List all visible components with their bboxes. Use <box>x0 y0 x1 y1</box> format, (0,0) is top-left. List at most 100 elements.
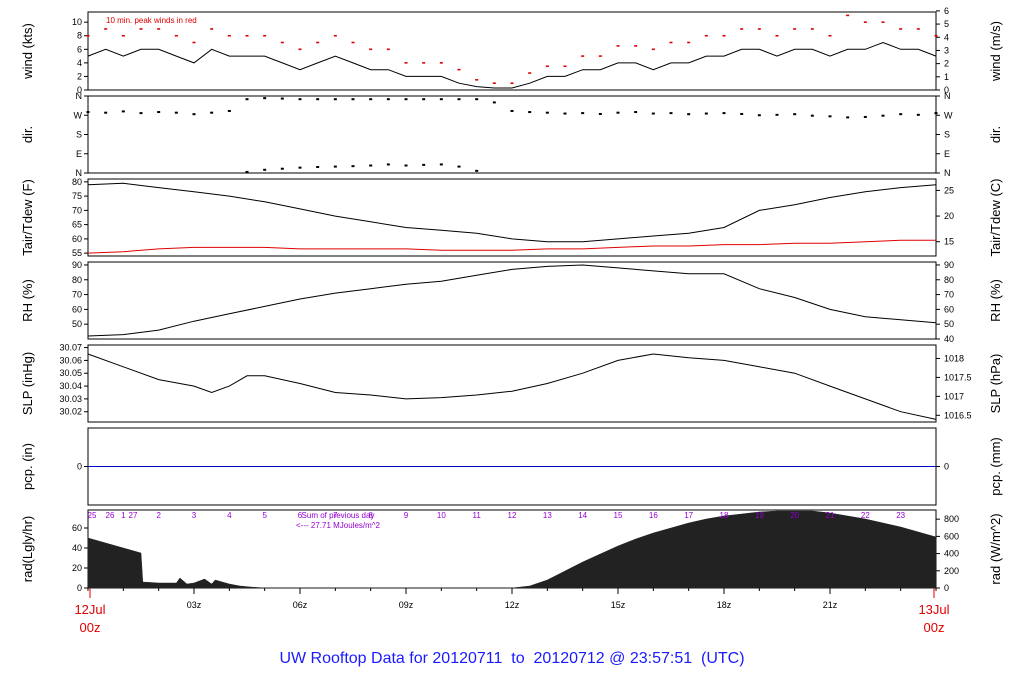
wind-dir-point-west <box>881 114 885 117</box>
wind-peak-point <box>934 34 938 37</box>
slp-hpa-tick-label: 1018 <box>944 353 964 363</box>
wind-ms-tick-label: 4 <box>944 32 949 42</box>
radiation-hour-label: 19 <box>755 511 764 520</box>
wind-dir-point-west <box>333 98 337 101</box>
dir-left-tick-label: N <box>76 91 83 101</box>
wind-dir-point-west <box>157 111 161 114</box>
wind-dir-point-west <box>775 113 779 116</box>
radiation-sum-label: Sum of previous day <box>302 511 375 520</box>
wind-dir-point-east <box>457 165 461 168</box>
radiation-hour-label: 6 <box>298 511 303 520</box>
wind-dir-point-west <box>563 112 567 115</box>
panel-frame-wind <box>87 11 937 91</box>
wind-peak-point <box>651 48 655 51</box>
radiation-hour-label: 2 <box>156 511 161 520</box>
wind-dir-point-east <box>316 166 320 169</box>
x-axis-end-time: 00z <box>924 620 945 635</box>
footer-to-word: to <box>511 650 525 667</box>
wind-peak-point <box>174 34 178 37</box>
dir-right-tick-label: S <box>944 130 950 140</box>
wind-peak-point <box>916 28 920 30</box>
wind-dir-point-west <box>121 110 125 113</box>
wind-peak-point <box>422 62 426 64</box>
pcp-mm-axis-title: pcp. (mm) <box>988 437 1003 496</box>
wind-dir-point-west <box>634 111 638 114</box>
wind-dir-point-west <box>280 97 284 100</box>
wind-peak-point <box>846 14 850 17</box>
wind-peak-point <box>263 34 267 37</box>
rh-left-tick-label: 60 <box>72 304 82 314</box>
x-axis-tick-label: 21z <box>823 600 838 610</box>
wind-peak-point <box>139 28 143 30</box>
rh-right-tick-label: 50 <box>944 319 954 329</box>
wind-dir-point-west <box>598 112 602 115</box>
dir-left-tick-label: N <box>76 168 83 178</box>
pcp-mm-tick-label: 0 <box>944 462 949 472</box>
x-axis-tick-label: 06z <box>293 600 308 610</box>
wind-dir-point-west <box>263 97 267 100</box>
radiation-hour-label: 23 <box>896 511 905 520</box>
wind-dir-point-west <box>757 114 761 117</box>
wind-peak-point <box>298 48 302 51</box>
panel-frame-direction <box>87 95 937 174</box>
radiation-hour-label: 27 <box>129 511 138 520</box>
wind-peak-point <box>581 55 585 57</box>
dir-right-tick-label: N <box>944 168 951 178</box>
wind-ms-axis-title: wind (m/s) <box>988 21 1003 82</box>
pcp-in-tick-label: 0 <box>77 462 82 472</box>
dir-right-tick-label: W <box>944 110 953 120</box>
dir-axis-title-right: dir. <box>988 126 1003 143</box>
pressure-line <box>87 353 937 420</box>
radiation-hour-label: 18 <box>720 511 729 520</box>
wind-speed-line <box>87 41 937 89</box>
slp-inhg-tick-label: 30.06 <box>59 355 82 365</box>
wind-dir-point-west <box>687 113 691 116</box>
wind-dir-point-west <box>828 115 832 118</box>
x-axis-end-date: 13Jul <box>918 602 949 617</box>
wind-peak-point <box>210 28 214 30</box>
rad-lgly-axis-title: rad(Lgly/hr) <box>20 516 35 582</box>
slp-hpa-axis-title: SLP (hPa) <box>988 354 1003 414</box>
wind-dir-point-west <box>316 98 320 101</box>
wind-kts-tick-label: 0 <box>77 85 82 95</box>
wind-peak-point <box>104 28 108 30</box>
x-axis-tick-label: 12z <box>505 600 520 610</box>
wind-peak-point <box>245 34 249 37</box>
x-axis-start-time: 00z <box>80 620 101 635</box>
wind-kts-tick-label: 8 <box>77 31 82 41</box>
rad-lgly-tick-label: 40 <box>72 543 82 553</box>
wind-dir-point-east <box>386 163 390 166</box>
temp-f-tick-label: 70 <box>72 205 82 215</box>
wind-peak-point <box>616 45 620 47</box>
rh-left-tick-label: 50 <box>72 319 82 329</box>
rh-axis-title-left: RH (%) <box>20 279 35 322</box>
radiation-hour-label: 10 <box>437 511 446 520</box>
wind-peak-point <box>899 28 903 30</box>
wind-dir-point-east <box>475 169 479 172</box>
wind-peak-point <box>563 65 567 68</box>
rh-right-tick-label: 60 <box>944 304 954 314</box>
wind-peak-point <box>775 34 779 37</box>
radiation-hour-label: 8 <box>368 511 373 520</box>
wind-peak-point <box>510 82 514 85</box>
wind-peak-point <box>881 21 885 23</box>
radiation-hour-label: 20 <box>790 511 799 520</box>
wind-peak-point <box>634 45 638 47</box>
dir-left-tick-label: E <box>76 149 82 159</box>
wind-dir-point-west <box>510 109 514 112</box>
rh-right-tick-label: 80 <box>944 275 954 285</box>
wind-dir-point-west <box>616 111 620 114</box>
temp-f-tick-label: 80 <box>72 177 82 187</box>
wind-dir-point-west <box>669 112 673 115</box>
wind-ms-tick-label: 6 <box>944 6 949 16</box>
temp-c-tick-label: 15 <box>944 237 954 247</box>
footer-end-date: 20120712 @ 23:57:51 <box>533 650 693 667</box>
wind-ms-tick-label: 3 <box>944 45 949 55</box>
wind-dir-point-west <box>227 109 231 112</box>
slp-inhg-tick-label: 30.05 <box>59 368 82 378</box>
footer-timezone: (UTC) <box>701 650 745 667</box>
rad-lgly-tick-label: 20 <box>72 563 82 573</box>
wind-peak-point <box>227 34 231 37</box>
temp-f-axis-title: Tair/Tdew (F) <box>20 179 35 256</box>
wind-dir-point-east <box>404 164 408 167</box>
